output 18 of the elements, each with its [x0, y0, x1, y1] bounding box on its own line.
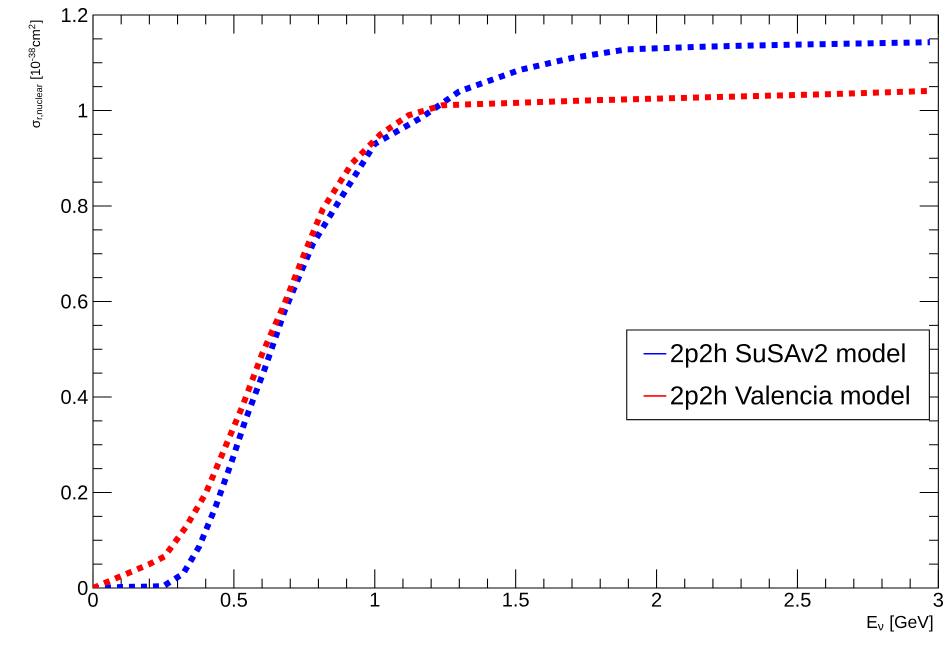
- x-axis-title: E$_{ν}$ [GeV]: [868, 615, 932, 632]
- y-tick-label: 0.2: [61, 485, 88, 500]
- y-tick-label: 0.4: [61, 390, 88, 404]
- x-tick-label: 1.5: [503, 592, 529, 607]
- y-tick-label: 0.8: [61, 198, 88, 214]
- y-tick-label: 1.2: [62, 8, 88, 22]
- y-tick-label: 1: [78, 104, 88, 118]
- legend-label: 2p2h Valencia model: [671, 386, 909, 410]
- x-tick-label: 2: [652, 592, 662, 607]
- x-tick-label: 1: [370, 592, 380, 606]
- x-tick-label: 0.5: [220, 592, 247, 607]
- x-tick-label: 3: [934, 592, 944, 607]
- legend-label: 2p2h SuSAv2 model: [671, 343, 905, 368]
- x-tick-label: 2.5: [784, 592, 811, 607]
- y-tick-label: 0: [78, 580, 88, 596]
- x-tick-label: 0: [88, 592, 98, 607]
- y-axis-title: σ$_{r,nuclear}$ [10$^{-38}$cm$^{2}$]: [28, 20, 44, 128]
- y-tick-label: 0.6: [61, 294, 88, 309]
